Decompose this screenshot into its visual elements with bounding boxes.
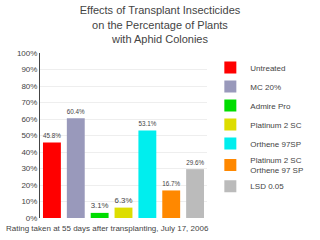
svg-text:90%: 90%	[21, 65, 37, 74]
svg-text:Platinum 2 SCOrthene 97 SP: Platinum 2 SCOrthene 97 SP	[250, 156, 303, 175]
svg-text:100%: 100%	[17, 49, 37, 58]
svg-text:53.1%: 53.1%	[138, 120, 156, 127]
svg-text:30%: 30%	[21, 164, 37, 173]
svg-text:0%: 0%	[26, 214, 38, 223]
svg-text:MC 20%: MC 20%	[250, 83, 281, 92]
svg-text:10%: 10%	[21, 197, 37, 206]
svg-text:6.3%: 6.3%	[115, 196, 133, 205]
svg-text:80%: 80%	[21, 82, 37, 91]
svg-text:Orthene 97SP: Orthene 97SP	[250, 140, 301, 149]
svg-text:70%: 70%	[21, 98, 37, 107]
svg-text:45.8%: 45.8%	[43, 132, 61, 139]
svg-text:Rating taken at 55 days after: Rating taken at 55 days after transplant…	[6, 224, 209, 233]
svg-text:Platinum 2 SC: Platinum 2 SC	[250, 121, 301, 130]
svg-text:60%: 60%	[21, 115, 37, 124]
svg-text:50%: 50%	[21, 131, 37, 140]
svg-text:LSD 0.05: LSD 0.05	[250, 182, 284, 191]
svg-text:3.1%: 3.1%	[91, 201, 109, 210]
svg-text:60.4%: 60.4%	[67, 108, 85, 115]
svg-text:Untreated: Untreated	[250, 64, 285, 73]
svg-text:29.6%: 29.6%	[186, 159, 204, 166]
svg-text:Effects of Transplant Insectic: Effects of Transplant Insecticideson the…	[80, 4, 241, 45]
svg-text:40%: 40%	[21, 148, 37, 157]
svg-text:16.7%: 16.7%	[162, 180, 180, 187]
svg-text:Admire Pro: Admire Pro	[250, 102, 291, 111]
svg-text:20%: 20%	[21, 181, 37, 190]
